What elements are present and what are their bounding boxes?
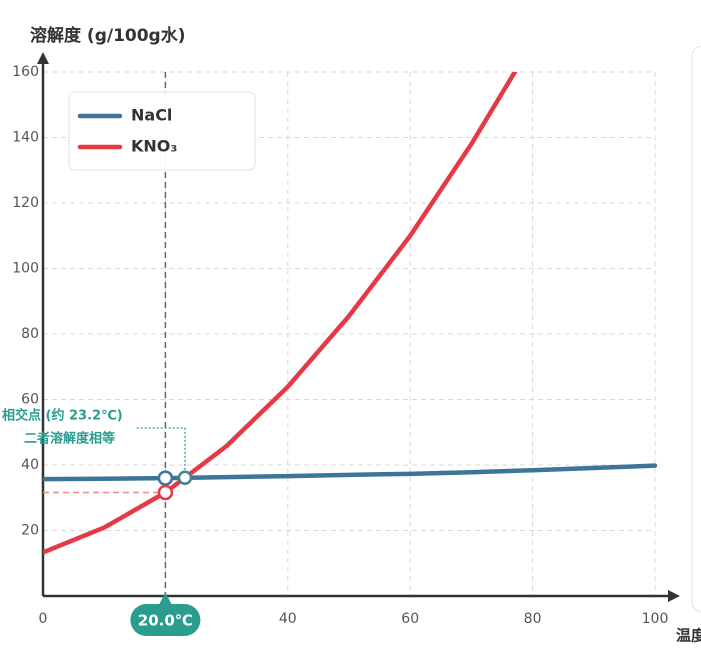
cursor-badge xyxy=(130,604,201,636)
y-tick-label: 100 xyxy=(12,261,39,277)
legend: NaCl KNO₃ xyxy=(68,91,256,171)
y-tick-label: 80 xyxy=(21,326,39,342)
series-line xyxy=(43,72,518,555)
x-tick-label: 80 xyxy=(524,611,542,627)
x-axis-arrow xyxy=(668,590,680,602)
x-tick-label: 100 xyxy=(642,611,669,627)
legend-box xyxy=(68,91,256,171)
y-tick-label: 40 xyxy=(21,457,39,473)
cursor-point xyxy=(157,484,174,501)
annotation-connector xyxy=(135,427,186,478)
y-tick-label: 120 xyxy=(12,195,39,211)
y-tick-label: 160 xyxy=(12,64,39,80)
legend-label: KNO₃ xyxy=(131,137,177,156)
intersection-point xyxy=(177,470,193,486)
y-tick-label: 20 xyxy=(21,523,39,539)
x-axis-title: 温度 xyxy=(676,627,701,645)
legend-label: NaCl xyxy=(131,106,172,125)
series-line xyxy=(43,467,533,482)
series-line-end xyxy=(530,463,658,473)
cursor-point xyxy=(157,470,174,486)
annotation-note: 二者溶解度相等 xyxy=(24,431,115,447)
y-axis-arrow xyxy=(37,52,49,64)
x-tick-label: 40 xyxy=(279,611,297,627)
side-panel xyxy=(691,45,701,613)
y-tick-label: 140 xyxy=(12,130,39,146)
cursor-label: 20.0℃ xyxy=(138,612,193,630)
y-tick-label: 60 xyxy=(21,392,39,408)
annotation-label: 相交点 (约 23.2℃) xyxy=(2,408,123,424)
x-tick-label: 60 xyxy=(401,611,419,627)
x-tick-label: 0 xyxy=(39,611,48,627)
y-axis-title: 溶解度 (g/100g水) xyxy=(30,25,186,46)
